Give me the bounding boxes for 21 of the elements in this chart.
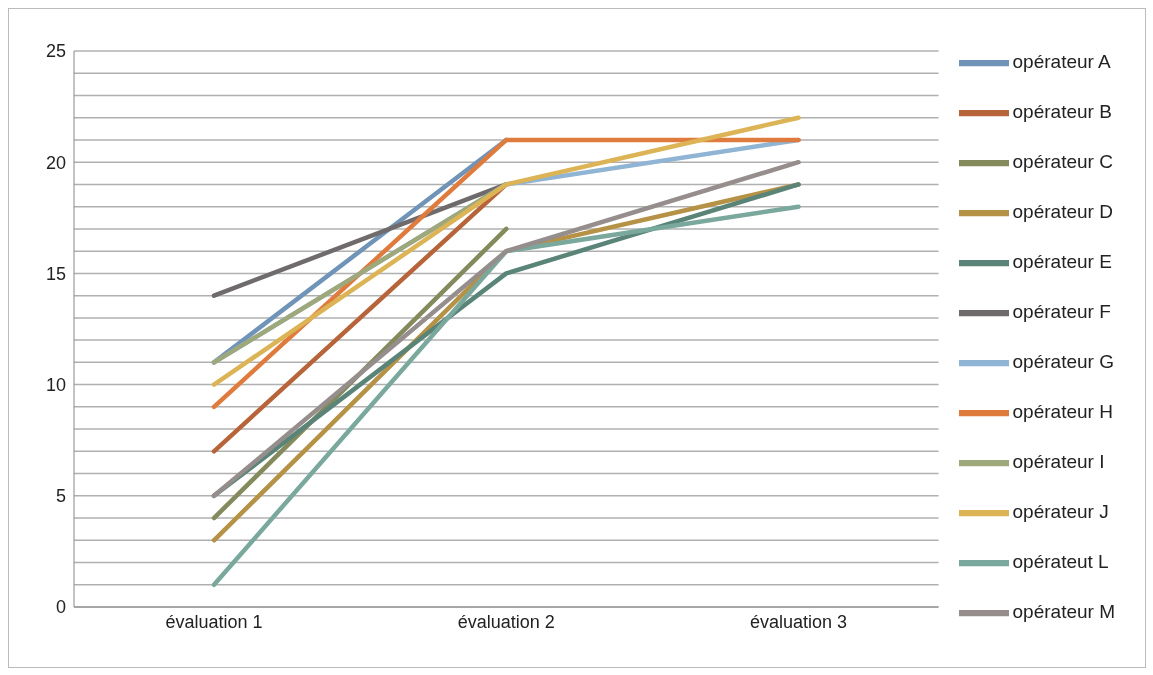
legend-label: opérateur I — [1012, 451, 1105, 473]
legend-label: opérateur F — [1012, 301, 1111, 323]
legend-label: opérateur G — [1012, 351, 1114, 373]
x-tick-label: évaluation 2 — [457, 611, 555, 632]
legend-label: opérateur H — [1012, 401, 1113, 423]
y-tick-label: 20 — [45, 152, 66, 173]
legend-label: opérateur C — [1012, 151, 1113, 173]
y-tick-label: 10 — [45, 374, 66, 395]
x-tick-label: évaluation 3 — [750, 611, 848, 632]
y-tick-label: 15 — [45, 263, 66, 284]
legend-label: opérateur J — [1012, 501, 1109, 523]
legend-label: opérateur E — [1012, 251, 1112, 273]
x-tick-label: évaluation 1 — [165, 611, 263, 632]
legend-label: opérateur B — [1012, 101, 1112, 123]
y-tick-label: 0 — [55, 597, 66, 618]
legend-label: opérateur D — [1012, 201, 1113, 223]
legend-label: opérateur M — [1012, 601, 1115, 623]
y-tick-label: 25 — [45, 41, 66, 62]
legend-label: opérateut L — [1012, 551, 1109, 573]
legend-label: opérateur A — [1012, 51, 1111, 73]
y-tick-label: 5 — [55, 486, 66, 507]
